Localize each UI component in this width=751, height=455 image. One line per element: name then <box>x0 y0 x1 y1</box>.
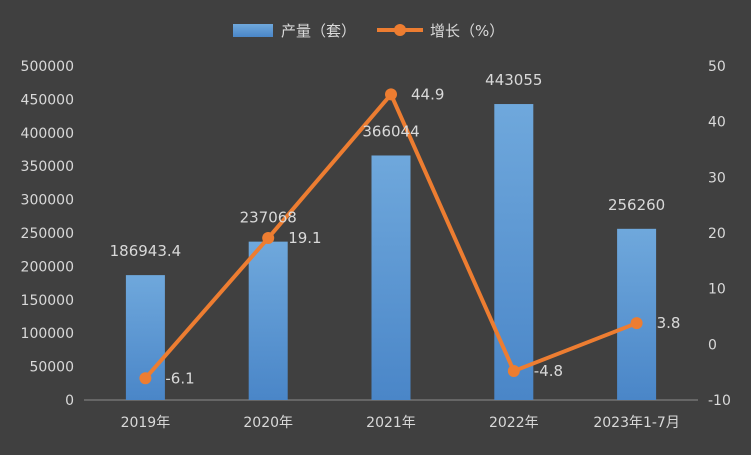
line-point <box>385 88 397 101</box>
line-value-label: -4.8 <box>534 362 563 380</box>
y-axis-tick-label: 50000 <box>29 360 74 376</box>
legend: 产量（套） 增长（%） <box>233 22 504 40</box>
y-axis-tick-label: 150000 <box>21 293 74 309</box>
bar-value-label: 443055 <box>485 71 542 89</box>
line-point <box>630 317 643 330</box>
y-axis-tick-label: 250000 <box>21 226 74 242</box>
y-axis-tick-label: 350000 <box>21 159 74 175</box>
line-series <box>139 88 643 385</box>
bar-series <box>125 104 657 401</box>
x-axis-tick-label: 2019年 <box>121 415 171 431</box>
line-value-label: -6.1 <box>165 369 194 387</box>
bar-value-label: 256260 <box>608 196 665 214</box>
legend-marker-line <box>394 24 406 36</box>
line-value-label: 19.1 <box>288 229 321 247</box>
bar <box>617 228 657 400</box>
y2-axis-tick-label: 0 <box>708 337 717 353</box>
line-value-label: 3.8 <box>657 314 681 332</box>
bar <box>248 241 288 400</box>
line-point <box>507 365 520 378</box>
bar-value-label: 366044 <box>362 122 419 140</box>
data-labels: 186943.4 237068 366044 443055 256260 -6.1 19.1… <box>110 71 681 387</box>
legend-label-bar: 产量（套） <box>281 22 356 40</box>
y-axis-tick-label: 200000 <box>21 259 74 275</box>
y2-axis-tick-label: 50 <box>708 59 726 75</box>
y-axis-tick-label: 450000 <box>21 92 74 108</box>
x-axis-tick-label: 2022年 <box>489 415 539 431</box>
y2-axis-tick-label: 20 <box>708 226 726 242</box>
bar <box>371 155 411 400</box>
line-point <box>262 232 275 245</box>
legend-swatch-bar <box>233 24 273 37</box>
line-value-label: 44.9 <box>411 85 444 103</box>
bar <box>494 104 534 401</box>
x-axis-tick-label: 2020年 <box>243 415 293 431</box>
axes: 0 50000 100000 150000 200000 250000 300000 3500… <box>21 59 731 431</box>
y2-axis-tick-label: 30 <box>708 170 726 186</box>
y2-axis-tick-label: 10 <box>708 282 726 298</box>
y2-axis-tick-label: 40 <box>708 115 726 131</box>
x-axis-tick-label: 2023年1-7月 <box>593 415 680 431</box>
y-axis-tick-label: 400000 <box>21 126 74 142</box>
y-axis-tick-label: 300000 <box>21 193 74 209</box>
y-axis-tick-label: 100000 <box>21 326 74 342</box>
x-axis-tick-label: 2021年 <box>366 415 416 431</box>
bar-value-label: 237068 <box>240 209 297 227</box>
legend-label-line: 增长（%） <box>430 22 504 40</box>
y2-axis-tick-label: -10 <box>708 393 731 409</box>
y-axis-tick-label: 0 <box>65 393 74 409</box>
bar-value-label: 186943.4 <box>110 242 182 260</box>
line-point <box>139 372 152 385</box>
y-axis-tick-label: 500000 <box>21 59 74 75</box>
